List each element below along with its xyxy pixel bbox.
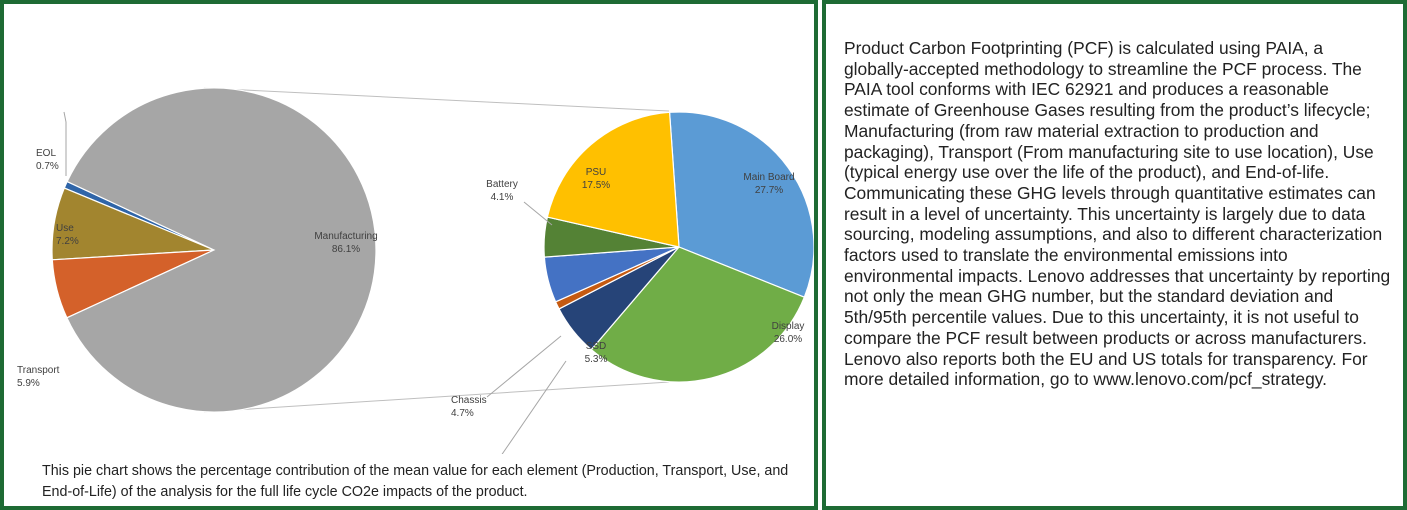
- slice-label: Battery: [486, 179, 518, 190]
- chart: EOL 0.7% Use 7.2% Transport 5.9% Manufacturing…: [17, 87, 814, 454]
- slice-value: 5.3%: [585, 354, 608, 365]
- leader-line: [501, 360, 567, 454]
- leader-line: [63, 111, 67, 176]
- pie-slice: [66, 87, 377, 413]
- slice-value: 17.5%: [582, 180, 610, 191]
- caption: This pie chart shows the percentage cont…: [42, 463, 789, 500]
- slice-label: Main Board: [743, 172, 794, 183]
- slice-label: SSD: [586, 341, 607, 352]
- slice-label: Chassis: [451, 395, 487, 406]
- leader-line: [523, 201, 553, 226]
- slice-label: EOL: [36, 148, 56, 159]
- pie-slice: [668, 111, 814, 298]
- slice-label: Transport: [17, 365, 60, 376]
- slice-value: 86.1%: [332, 244, 360, 255]
- slice-label: Display: [772, 321, 805, 332]
- description: Product Carbon Footprinting (PCF) is cal…: [844, 38, 1391, 390]
- pie-slice: [590, 246, 806, 383]
- pie-slice: [546, 111, 680, 248]
- slice-value: 7.2%: [56, 236, 79, 247]
- slice-label: Use: [56, 223, 74, 234]
- slice-value: 5.9%: [17, 378, 40, 389]
- slice-value: 26.0%: [774, 334, 802, 345]
- connector-line: [203, 87, 670, 112]
- slice-value: 4.1%: [491, 192, 514, 203]
- connector-line: [203, 381, 670, 413]
- slice-label: PSU: [586, 167, 607, 178]
- slice-value: 4.7%: [451, 408, 474, 419]
- leader-line: [486, 335, 562, 398]
- slice-value: 27.7%: [755, 185, 783, 196]
- slice-value: 0.7%: [36, 161, 59, 172]
- slice-label: Manufacturing: [314, 231, 377, 242]
- chart-panel: EOL 0.7% Use 7.2% Transport 5.9% Manufacturing…: [0, 0, 818, 510]
- text-panel: Product Carbon Footprinting (PCF) is cal…: [822, 0, 1407, 510]
